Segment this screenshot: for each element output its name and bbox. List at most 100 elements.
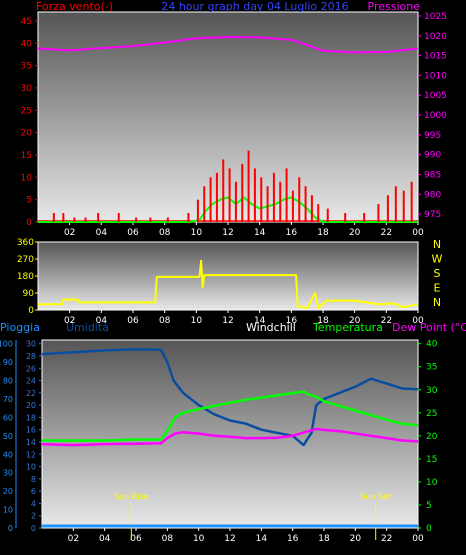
x-tick-label: 10 [191,228,203,238]
gust-bar [266,186,269,222]
wind-y-tick-label: 45 [21,17,32,27]
gust-bar [166,217,169,222]
gust-bar [410,181,413,222]
pressure-y-tick-label: 1025 [424,12,447,22]
direction-y-tick-label: 0 [28,306,34,316]
gust-bar [203,186,206,222]
rain-y-ticks: 0 10 20 30 40 50 60 70 80 90 100 [0,340,17,533]
humidity-line [41,347,419,447]
gust-bar [196,199,199,222]
rain-y-tick-label: 30 [3,469,13,478]
sun-markers: Sun Rise Sun Set [114,492,391,540]
x-tick-label: 04 [96,316,108,326]
pressure-y-tick-label: 990 [424,151,441,161]
x-tick-label: 22 [381,316,392,326]
x-tick-label: 12 [222,316,233,326]
wind-y-tick-label: 40 [21,39,33,49]
direction-y-tick-label: 360 [17,238,34,248]
temperature-line [42,390,419,442]
temperature-y-tick-label: 15 [426,455,437,465]
x-tick-label: 16 [287,534,299,544]
humidity-y-tick-label: 26 [26,364,36,373]
direction-series [38,259,419,310]
pressure-y-tick-label: 985 [424,170,441,180]
pressure-y-tick-label: 975 [424,210,441,220]
x-tick-label: 10 [191,316,203,326]
humidity-y-tick-label: 16 [26,426,36,435]
wind-y-tick-label: 35 [21,62,32,72]
pressure-axis-label: Pressione [368,0,421,13]
humidity-y-tick-label: 6 [31,487,36,496]
gust-bar [326,208,329,222]
humidity-y-tick-label: 0 [31,524,36,533]
gust-bar [377,204,380,222]
dewpoint-line [41,427,419,447]
x-tick-label: 14 [254,316,266,326]
x-tick-label: 12 [224,534,235,544]
temperature-y-tick-label: 10 [426,478,438,488]
pressure-line [37,36,419,54]
pressure-y-tick-label: 1015 [424,52,447,62]
pressure-y-ticks: 975 980 985 990 995 1000 1005 1010 1015 1020 1025 [418,12,447,220]
gust-bar [209,177,212,222]
gust-bar [241,163,244,222]
x-tick-label: 02 [64,316,75,326]
wind-y-tick-label: 10 [21,173,33,183]
x-tick-label: 04 [96,228,108,238]
gust-bar [187,213,190,222]
pressure-y-tick-label: 980 [424,190,441,200]
direction-y-tick-label: 180 [17,272,34,282]
rain-y-tick-label: 60 [3,413,13,422]
temperature-y-ticks: 0 5 10 15 20 25 30 35 40 [418,340,438,534]
rain-y-tick-label: 90 [3,358,13,367]
temperature-y-tick-label: 20 [426,432,438,442]
x-tick-label: 22 [381,228,392,238]
x-tick-label: 12 [222,228,233,238]
wind-y-ticks: 0 5 10 15 20 25 30 35 40 45 [21,17,38,228]
x-tick-label: 14 [256,534,268,544]
humidity-y-tick-label: 8 [31,475,36,484]
gust-bar [73,217,76,222]
temperature-y-tick-label: 25 [426,409,437,419]
x-tick-label: 08 [159,228,171,238]
wind-axis-label: Forza vento(-) [36,0,113,13]
x-tick-label: 22 [381,534,392,544]
humidity-y-tick-label: 24 [26,377,36,386]
x-tick-label: 18 [317,316,329,326]
compass-label: S [434,267,441,280]
gust-bar [52,213,55,222]
humidity-y-tick-label: 22 [26,389,36,398]
x-tick-label: 04 [99,534,111,544]
rain-axis-label: Pioggia [0,321,40,334]
gust-bar [394,186,397,222]
gust-bar [285,168,288,222]
gust-bar [117,213,120,222]
x-tick-label: 20 [350,534,362,544]
humidity-y-tick-label: 14 [26,438,36,447]
gust-bar [247,150,250,222]
x-tick-label: 16 [286,316,298,326]
sun-set-marker-label: Sun Set [360,492,391,501]
temperature-y-tick-label: 0 [426,524,432,534]
wind-y-tick-label: 0 [26,218,32,228]
compass-label: N [433,238,441,251]
dewpoint-axis-label: Dew Point (°C) [392,321,466,334]
wind-y-tick-label: 30 [21,84,33,94]
rain-y-tick-label: 80 [3,377,13,386]
gust-bar [298,177,301,222]
x-tick-label: 16 [286,228,298,238]
rain-y-tick-label: 70 [3,395,13,404]
temperature-x-ticks: 02 04 06 08 10 12 14 16 18 20 22 00 [68,528,424,544]
gust-bar [386,195,389,222]
wind-pressure-panel: Forza vento(-) 24 hour graph day 04 Lugl… [21,0,448,238]
x-tick-label: 18 [317,228,329,238]
x-tick-label: 20 [349,228,361,238]
pressure-y-tick-label: 995 [424,131,441,141]
temperature-y-tick-label: 5 [426,501,432,511]
gust-bar [222,159,225,222]
rain-y-tick-label: 100 [0,340,13,349]
